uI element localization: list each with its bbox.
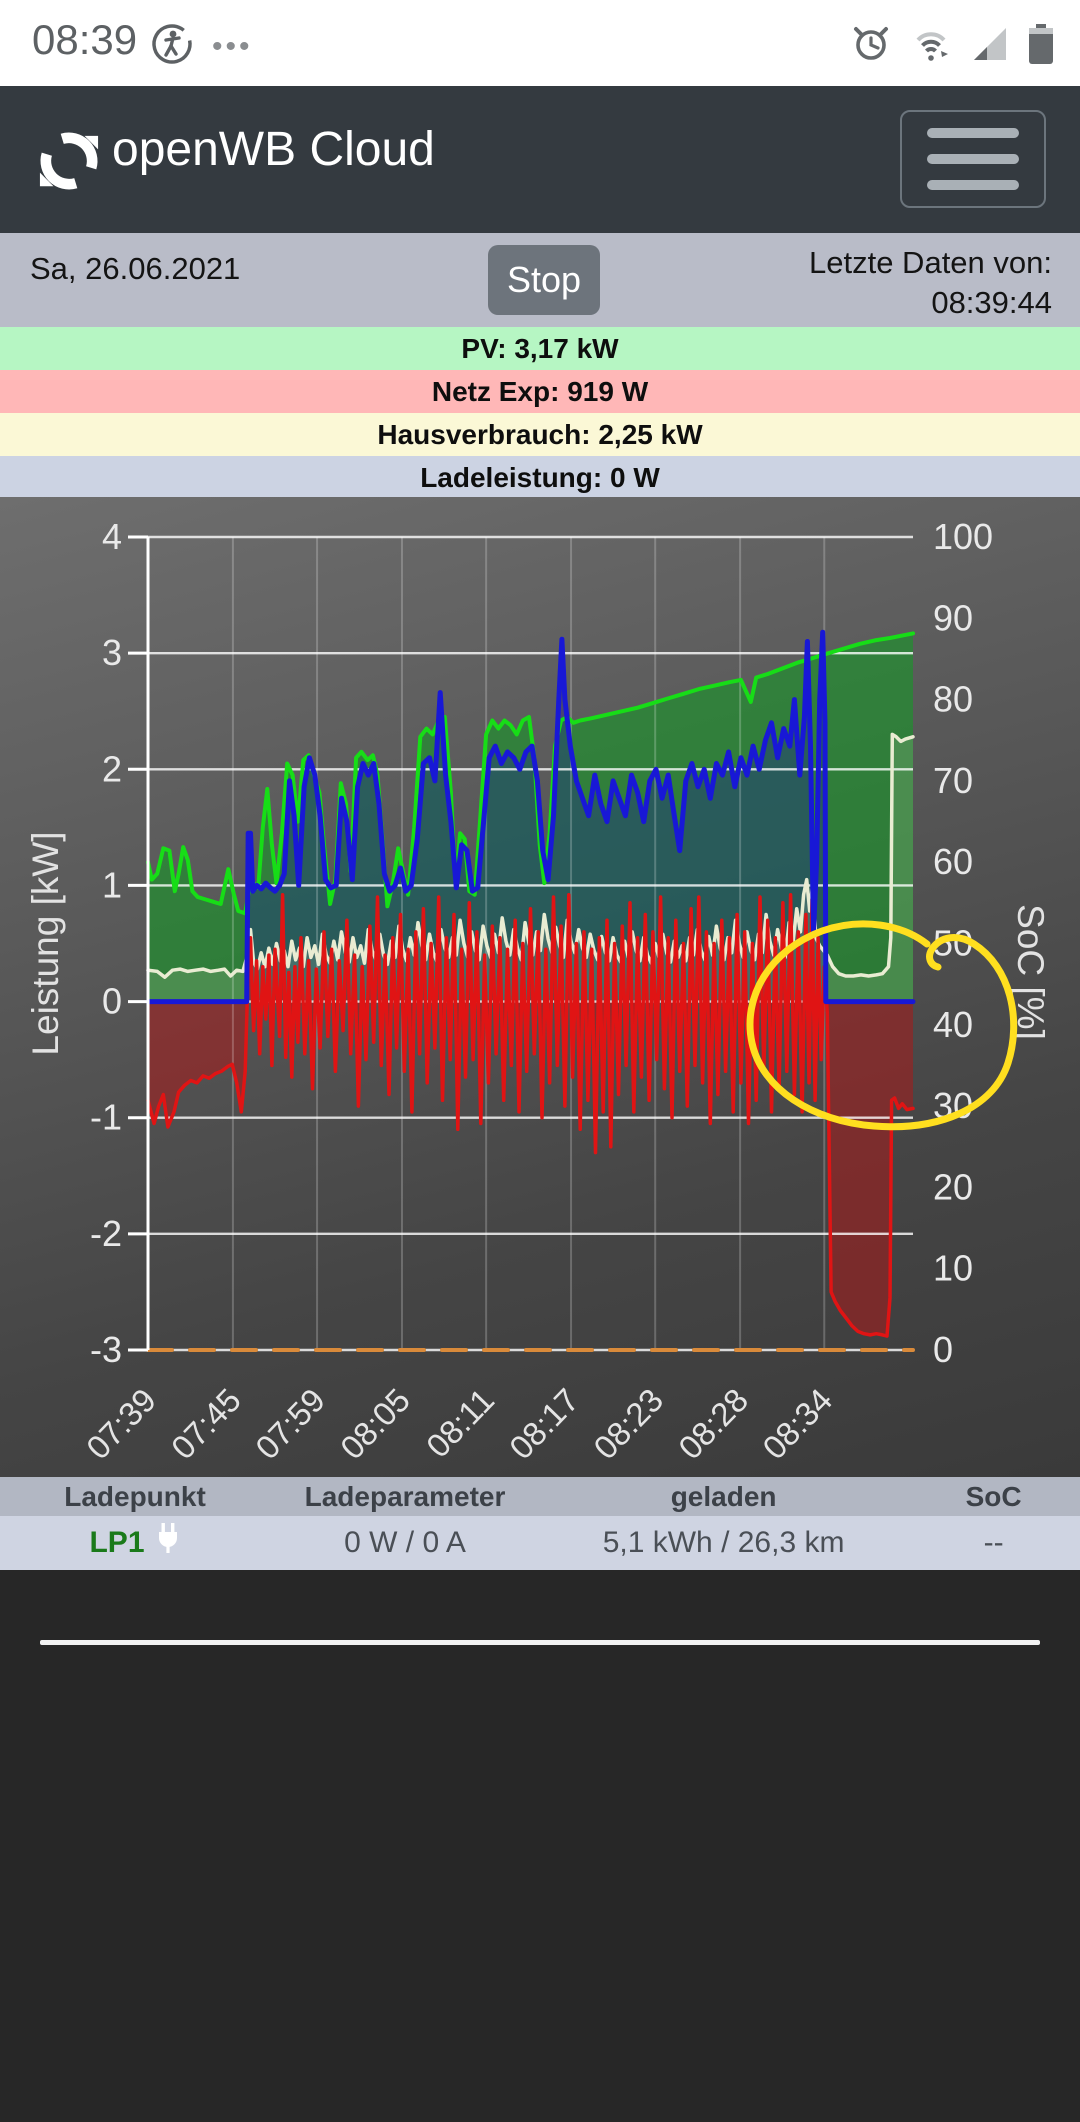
plug-icon (155, 1523, 181, 1563)
pv-area (148, 633, 913, 1002)
last-data-label: Letzte Daten von: (809, 245, 1052, 280)
lp1-soc: -- (983, 1526, 1004, 1559)
lade-area (148, 632, 913, 1002)
tick-label-soc: 40 (933, 1004, 973, 1045)
openwb-logo-icon (38, 130, 100, 197)
tick-label-soc: 100 (933, 516, 993, 557)
last-data-time: 08:39:44 (931, 285, 1052, 320)
chargepoint-row-lp1[interactable]: LP1 0 W / 0 A 5,1 kWh / 26,3 km -- (0, 1516, 1080, 1570)
tick-label-time: 08:34 (755, 1381, 839, 1466)
haus-line (146, 732, 915, 979)
hamburger-bar (927, 128, 1019, 138)
tick-label-time: 08:23 (586, 1381, 670, 1466)
tick-label-soc: 10 (933, 1248, 973, 1289)
col-ladeparameter: Ladeparameter (304, 1480, 506, 1512)
tick-label-kw: 2 (102, 748, 122, 789)
chart-section: 4 3 2 1 0 -1 -2 -3 100 90 80 70 60 50 40 30 20 10 0 07:39 07… (0, 497, 1080, 1477)
last-data-info: Letzte Daten von: 08:39:44 (809, 243, 1052, 323)
tick-label-soc: 90 (933, 597, 973, 638)
pv-power-strip: PV: 3,17 kW (0, 327, 1080, 370)
current-date: Sa, 26.06.2021 (30, 251, 241, 286)
hamburger-bar (927, 154, 1019, 164)
col-ladepunkt: Ladepunkt (64, 1480, 206, 1512)
wifi-icon (908, 23, 954, 70)
left-axis-title: Leistung [kW] (25, 831, 66, 1055)
app-title: openWB Cloud (112, 123, 435, 176)
col-geladen: geladen (670, 1480, 777, 1512)
tick-label-kw: 4 (102, 516, 122, 557)
clock-time: 08:39 (32, 16, 138, 63)
tick-label-soc: 70 (933, 760, 973, 801)
lp1-charged: 5,1 kWh / 26,3 km (602, 1526, 845, 1559)
tick-label-time: 07:59 (248, 1381, 332, 1466)
tick-label-soc: 20 (933, 1166, 973, 1207)
lp1-cell: LP1 (0, 1516, 270, 1570)
col-soc: SoC (965, 1480, 1022, 1512)
tick-label-time: 08:11 (419, 1381, 501, 1464)
cellular-signal-icon (970, 24, 1010, 69)
tick-label-soc: 60 (933, 841, 973, 882)
tick-label-time: 07:45 (164, 1381, 248, 1466)
tick-label-kw: -1 (90, 1097, 122, 1138)
tick-label-kw: 0 (102, 981, 122, 1022)
charge-power-strip: Ladeleistung: 0 W (0, 456, 1080, 499)
netz-line (146, 892, 915, 1338)
lp1-parameters: 0 W / 0 A (344, 1526, 466, 1559)
hamburger-bar (927, 180, 1019, 190)
alarm-icon (850, 23, 892, 70)
tick-label-soc: 0 (933, 1329, 953, 1370)
hamburger-menu-button[interactable] (900, 110, 1046, 208)
lp1-label: LP1 (89, 1526, 145, 1559)
tick-label-kw: 1 (102, 864, 122, 905)
lade-line (145, 629, 916, 1005)
tick-label-kw: 3 (102, 632, 122, 673)
house-consumption-strip: Hausverbrauch: 2,25 kW (0, 413, 1080, 456)
tick-label-time: 08:28 (671, 1381, 755, 1466)
stop-button[interactable]: Stop (488, 245, 600, 315)
battery-icon (1026, 22, 1056, 71)
divider-line (40, 1640, 1040, 1645)
accessibility-icon (150, 22, 194, 71)
hand-drawn-circle-annotation (746, 920, 1018, 1131)
tick-label-soc: 80 (933, 679, 973, 720)
status-bar: 08:39 ••• (0, 0, 1080, 86)
app-header: openWB Cloud (0, 86, 1080, 233)
subheader-bar: Sa, 26.06.2021 Stop Letzte Daten von: 08… (0, 233, 1080, 327)
tick-label-time: 08:05 (333, 1381, 417, 1466)
tick-label-time: 08:17 (502, 1381, 586, 1466)
tick-label-kw: -3 (90, 1329, 122, 1370)
chargepoint-table-header: Ladepunkt Ladeparameter geladen SoC (0, 1477, 1080, 1516)
tick-label-time: 07:39 (79, 1381, 163, 1466)
grid-export-strip: Netz Exp: 919 W (0, 370, 1080, 413)
tick-label-kw: -2 (90, 1213, 122, 1254)
notification-dots-icon: ••• (212, 29, 253, 63)
bottom-area (0, 1570, 1080, 2122)
